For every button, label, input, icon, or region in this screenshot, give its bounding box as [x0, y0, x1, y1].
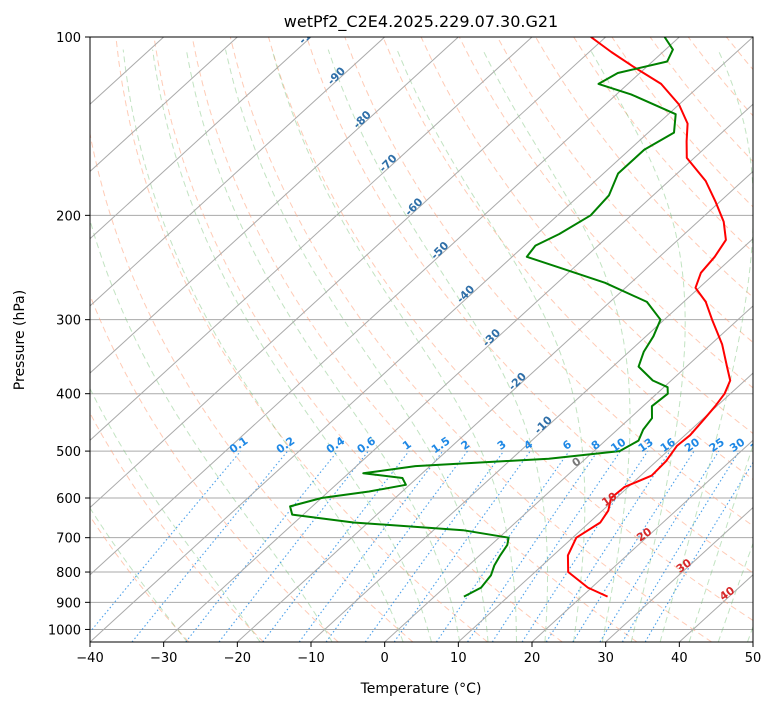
y-tick-label: 100 — [56, 31, 81, 46]
plot-frame — [89, 36, 754, 643]
dry-adiabat-line — [535, 37, 753, 298]
mixing-ratio-line — [572, 450, 695, 642]
moist-adiabat-line — [396, 49, 586, 642]
mixing-ratio-lines — [90, 450, 753, 642]
y-tick-label: 300 — [56, 314, 81, 329]
x-tick-label: 20 — [524, 651, 541, 666]
moist-adiabat-line — [271, 49, 517, 642]
x-tick-label: −40 — [76, 651, 103, 666]
mixing-ratio-line — [364, 450, 505, 642]
dry-adiabat-line — [306, 37, 753, 574]
dry-adiabat-line — [382, 37, 753, 481]
mixing-ratio-line — [521, 450, 649, 642]
moist-adiabat-line — [717, 542, 753, 642]
dry-adiabat-line — [90, 131, 414, 642]
chart-title: wetPf2_C2E4.2025.229.07.30.G21 — [284, 12, 558, 32]
y-tick-label: 800 — [56, 566, 81, 581]
y-tick-label: 600 — [56, 492, 81, 507]
isotherm-line — [531, 439, 753, 642]
isotherm-line — [90, 37, 533, 442]
profile-series — [289, 37, 732, 598]
isotherm-line — [605, 506, 753, 642]
isotherm-line — [163, 103, 753, 642]
mixing-ratio-line — [325, 450, 468, 642]
x-tick-label: 0 — [381, 651, 389, 666]
moist-adiabat-line — [225, 49, 489, 642]
moist-adiabat-line — [122, 49, 404, 642]
x-axis-ticks: −40 −30 −20 −10 0 10 20 30 40 50 — [76, 642, 761, 666]
isotherm-line — [457, 372, 753, 642]
x-axis-label: Temperature (°C) — [360, 681, 482, 697]
y-axis-label: Pressure (hPa) — [12, 290, 28, 390]
pressure-grid — [90, 37, 753, 630]
y-tick-label: 700 — [56, 532, 81, 547]
dewpoint-line — [289, 37, 677, 598]
y-tick-label: 500 — [56, 445, 81, 460]
isotherm-line — [384, 305, 753, 642]
y-tick-label: 1000 — [48, 623, 81, 638]
moist-adiabat-line — [688, 443, 753, 642]
mixing-ratio-line — [621, 450, 740, 642]
mixing-ratio-line — [545, 450, 671, 642]
mixing-ratio-line — [491, 450, 621, 642]
dry-adiabat-line — [496, 37, 753, 344]
y-axis-ticks: 100 200 300 400 500 600 700 800 900 1000 — [48, 31, 90, 638]
moist-adiabat-line — [185, 49, 461, 642]
mixing-ratio-line — [467, 450, 599, 642]
dry-adiabat-line — [90, 412, 264, 642]
x-tick-label: −10 — [297, 651, 324, 666]
y-tick-label: 900 — [56, 596, 81, 611]
x-tick-label: 50 — [745, 651, 762, 666]
x-tick-label: 30 — [597, 651, 614, 666]
isotherm-line — [90, 37, 680, 576]
x-tick-label: −20 — [224, 651, 251, 666]
y-tick-label: 200 — [56, 209, 81, 224]
y-tick-label: 400 — [56, 388, 81, 403]
isotherm-line — [90, 37, 312, 240]
dry-adiabat-line — [153, 37, 563, 642]
moist-adiabat-lines — [90, 49, 753, 642]
mixing-ratio-line — [90, 450, 242, 633]
dry-adiabat-line — [191, 37, 638, 642]
mixing-ratio-line — [298, 450, 444, 642]
mixing-ratio-line — [131, 450, 289, 642]
isotherm-line — [90, 37, 753, 642]
isotherm-line — [90, 37, 238, 173]
isotherm-line — [310, 237, 753, 642]
isotherm-line — [90, 37, 607, 509]
isotherm-line — [90, 37, 459, 374]
isotherm-line — [90, 37, 386, 307]
dry-adiabat-line — [268, 37, 753, 622]
moist-adiabat-line — [90, 507, 188, 642]
moist-adiabat-line — [327, 49, 548, 642]
x-tick-label: 40 — [671, 651, 688, 666]
dry-adiabat-line — [115, 37, 488, 642]
mixing-ratio-line — [185, 450, 339, 642]
mixing-ratio-line — [435, 450, 570, 642]
moist-adiabat-line — [659, 49, 753, 642]
mixing-ratio-line — [262, 450, 410, 642]
x-tick-label: 10 — [450, 651, 467, 666]
moist-adiabat-line — [90, 387, 261, 642]
mixing-ratio-label: 36 — [748, 435, 768, 455]
temperature-line — [566, 37, 732, 598]
moist-adiabat-line — [152, 49, 432, 642]
x-tick-label: −30 — [150, 651, 177, 666]
isotherm-line — [236, 170, 753, 642]
dry-adiabat-line — [90, 515, 190, 642]
isotherm-lines — [90, 37, 753, 642]
moist-adiabat-line — [589, 49, 686, 642]
